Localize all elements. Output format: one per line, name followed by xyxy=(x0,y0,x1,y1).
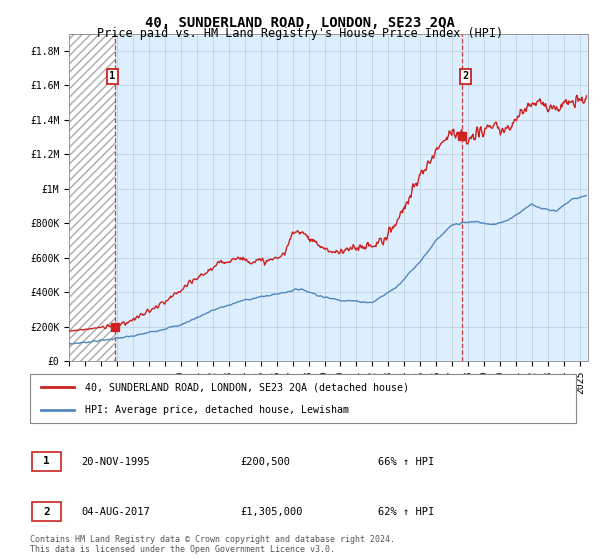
Text: 2: 2 xyxy=(463,71,469,81)
Text: £1,305,000: £1,305,000 xyxy=(240,507,302,517)
Text: 62% ↑ HPI: 62% ↑ HPI xyxy=(378,507,434,517)
Text: 40, SUNDERLAND ROAD, LONDON, SE23 2QA: 40, SUNDERLAND ROAD, LONDON, SE23 2QA xyxy=(145,16,455,30)
Text: 1: 1 xyxy=(43,456,50,466)
Text: 20-NOV-1995: 20-NOV-1995 xyxy=(81,457,150,467)
Text: Contains HM Land Registry data © Crown copyright and database right 2024.
This d: Contains HM Land Registry data © Crown c… xyxy=(30,535,395,554)
Text: Price paid vs. HM Land Registry's House Price Index (HPI): Price paid vs. HM Land Registry's House … xyxy=(97,27,503,40)
Text: 04-AUG-2017: 04-AUG-2017 xyxy=(81,507,150,517)
Bar xyxy=(69,34,115,361)
Text: 1: 1 xyxy=(109,71,116,81)
Text: £200,500: £200,500 xyxy=(240,457,290,467)
Text: 2: 2 xyxy=(43,507,50,517)
Text: 66% ↑ HPI: 66% ↑ HPI xyxy=(378,457,434,467)
Text: HPI: Average price, detached house, Lewisham: HPI: Average price, detached house, Lewi… xyxy=(85,405,349,416)
Text: 40, SUNDERLAND ROAD, LONDON, SE23 2QA (detached house): 40, SUNDERLAND ROAD, LONDON, SE23 2QA (d… xyxy=(85,382,409,393)
